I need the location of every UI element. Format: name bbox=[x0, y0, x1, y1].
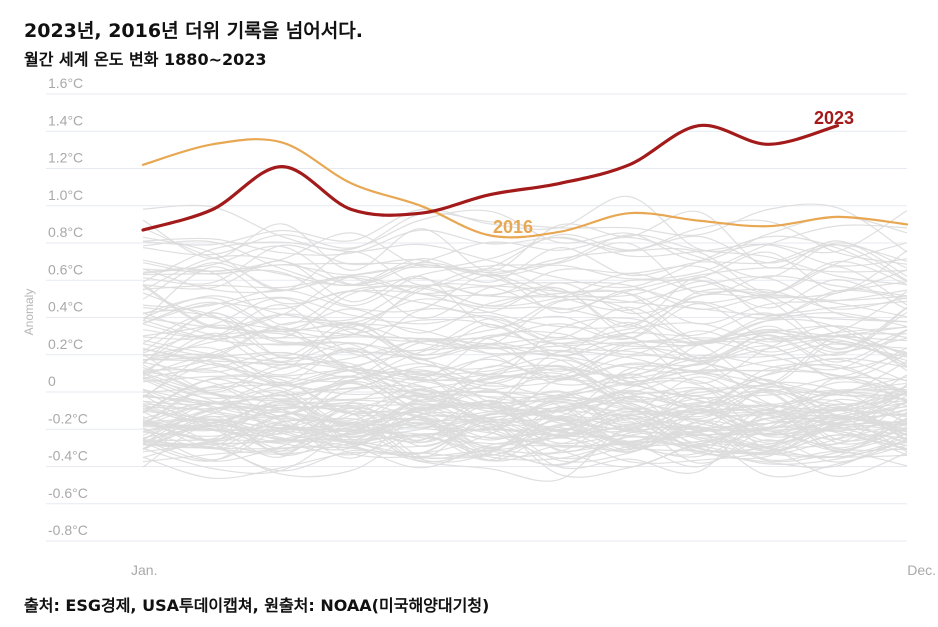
series-label-2016: 2016 bbox=[493, 217, 533, 237]
historical-year-line bbox=[142, 195, 908, 254]
historical-year-line bbox=[142, 390, 908, 451]
historical-year-line bbox=[142, 365, 908, 424]
y-tick-label: 0 bbox=[48, 373, 56, 389]
historical-year-line bbox=[142, 233, 908, 292]
historical-year-line bbox=[142, 337, 908, 386]
historical-year-line bbox=[142, 304, 908, 360]
historical-year-line bbox=[142, 262, 908, 320]
highlight-lines bbox=[141, 123, 909, 239]
y-tick-label: 0.6°C bbox=[48, 261, 83, 277]
historical-year-line bbox=[142, 307, 908, 360]
historical-year-line bbox=[142, 389, 908, 444]
historical-year-line bbox=[142, 353, 908, 406]
historical-year-line bbox=[142, 290, 908, 354]
y-tick-label: -0.4°C bbox=[48, 448, 88, 464]
historical-year-line bbox=[142, 361, 908, 414]
historical-year-line bbox=[142, 382, 908, 445]
series-label-2023: 2023 bbox=[814, 108, 854, 128]
x-tick-labels: Jan. Dec. bbox=[131, 562, 936, 578]
historical-year-line bbox=[142, 267, 908, 326]
historical-year-line bbox=[142, 227, 908, 286]
y-tick-label: -0.8°C bbox=[48, 522, 88, 538]
historical-year-line bbox=[142, 244, 908, 285]
historical-year-line bbox=[142, 235, 908, 289]
historical-year-line bbox=[142, 282, 908, 324]
y-tick-label: 1.2°C bbox=[48, 150, 83, 166]
y-tick-label: 0.8°C bbox=[48, 224, 83, 240]
historical-year-line bbox=[142, 381, 908, 437]
historical-year-line bbox=[142, 240, 908, 298]
historical-lines bbox=[142, 195, 908, 482]
y-axis-title: Anomaly bbox=[22, 289, 36, 336]
y-tick-label: 0.2°C bbox=[48, 336, 83, 352]
historical-year-line bbox=[142, 329, 908, 382]
historical-year-line bbox=[142, 408, 908, 478]
y-tick-label: 1.6°C bbox=[48, 75, 83, 91]
historical-year-line bbox=[142, 402, 908, 458]
historical-year-line bbox=[142, 224, 908, 280]
chart-title: 2023년, 2016년 더위 기록을 넘어서다. bbox=[24, 20, 363, 42]
historical-year-line bbox=[142, 424, 908, 480]
historical-year-line bbox=[142, 210, 908, 277]
x-tick-label: Dec. bbox=[907, 562, 936, 578]
historical-year-line bbox=[142, 268, 908, 330]
historical-year-line bbox=[142, 209, 908, 262]
historical-year-line bbox=[142, 355, 908, 410]
chart-subtitle: 월간 세계 온도 변화 1880~2023 bbox=[24, 50, 267, 69]
y-tick-label: -0.6°C bbox=[48, 485, 88, 501]
historical-year-line bbox=[142, 219, 908, 265]
x-tick-label: Jan. bbox=[131, 562, 157, 578]
historical-year-line bbox=[142, 329, 908, 386]
source-note: 출처: ESG경제, USA투데이캡쳐, 원출처: NOAA(미국해양대기청) bbox=[24, 596, 490, 615]
y-tick-label: 1.0°C bbox=[48, 187, 83, 203]
historical-year-line bbox=[142, 405, 908, 464]
historical-year-line bbox=[142, 354, 908, 412]
historical-year-line bbox=[142, 398, 908, 443]
historical-year-line bbox=[142, 346, 908, 414]
y-tick-labels: 1.6°C 1.4°C 1.2°C 1.0°C 0.8°C 0.6°C 0.4°C 0.2°C… bbox=[48, 75, 88, 538]
historical-year-line bbox=[142, 298, 908, 369]
historical-year-line bbox=[142, 232, 908, 272]
historical-year-line bbox=[142, 275, 908, 329]
historical-year-line bbox=[142, 326, 908, 378]
y-tick-label: 0.4°C bbox=[48, 299, 83, 315]
historical-year-line bbox=[142, 419, 908, 463]
series-line-2016 bbox=[141, 138, 909, 239]
historical-year-line bbox=[142, 434, 908, 466]
series-line-2023 bbox=[141, 123, 840, 232]
historical-year-line bbox=[142, 266, 908, 329]
historical-year-line bbox=[142, 370, 908, 431]
historical-year-line bbox=[142, 343, 908, 378]
historical-year-line bbox=[142, 278, 908, 322]
historical-year-line bbox=[142, 203, 908, 253]
historical-year-line bbox=[142, 296, 908, 358]
historical-year-line bbox=[142, 297, 908, 350]
y-tick-label: 1.4°C bbox=[48, 112, 83, 128]
historical-year-line bbox=[142, 356, 908, 403]
y-tick-label: -0.2°C bbox=[48, 410, 88, 426]
historical-year-line bbox=[142, 418, 908, 475]
historical-year-line bbox=[142, 354, 908, 413]
